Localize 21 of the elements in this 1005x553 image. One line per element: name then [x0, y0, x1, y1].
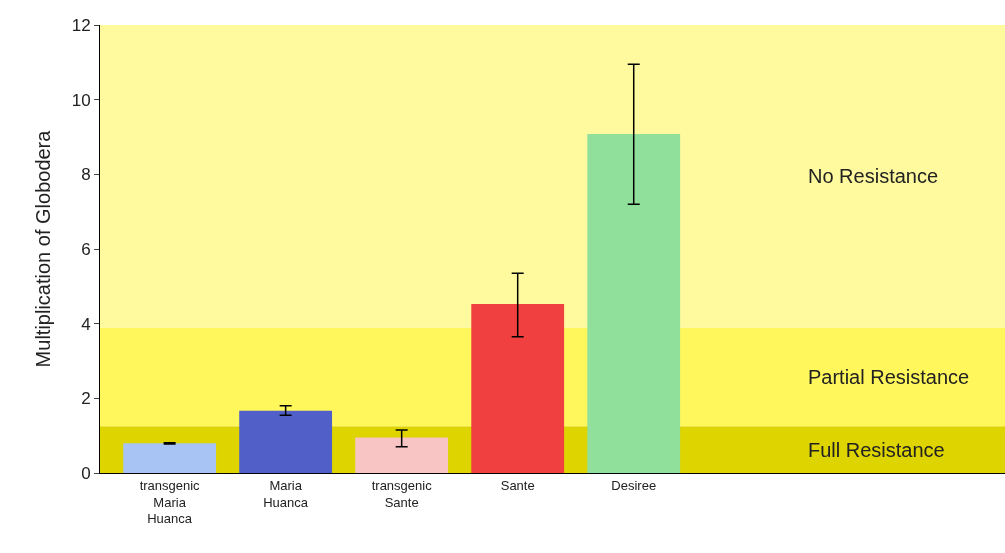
- band-label: No Resistance: [808, 165, 939, 187]
- bar: [355, 437, 449, 473]
- x-tick-label: transgenic Sante: [371, 477, 433, 510]
- y-tick-label: 6: [81, 239, 91, 259]
- x-tick-label: transgenic Maria Huanca: [139, 477, 201, 527]
- bar: [239, 410, 333, 473]
- y-tick-label: 2: [81, 389, 91, 409]
- y-tick-label: 10: [71, 90, 91, 110]
- y-tick-label: 12: [71, 15, 91, 35]
- bar: [471, 303, 565, 473]
- y-axis-title: Multiplication of Globodera: [32, 129, 54, 368]
- bar: [587, 134, 681, 473]
- y-tick-label: 4: [81, 314, 91, 334]
- x-tick-label: Desiree: [611, 477, 657, 493]
- band-label: Full Resistance: [808, 439, 945, 461]
- band-label: Partial Resistance: [808, 366, 970, 388]
- y-tick-label: 0: [81, 463, 91, 483]
- x-tick-label: Maria Huanca: [263, 477, 309, 510]
- x-tick-label: Sante: [500, 477, 535, 493]
- y-tick-label: 8: [81, 165, 91, 185]
- bar: [123, 443, 217, 473]
